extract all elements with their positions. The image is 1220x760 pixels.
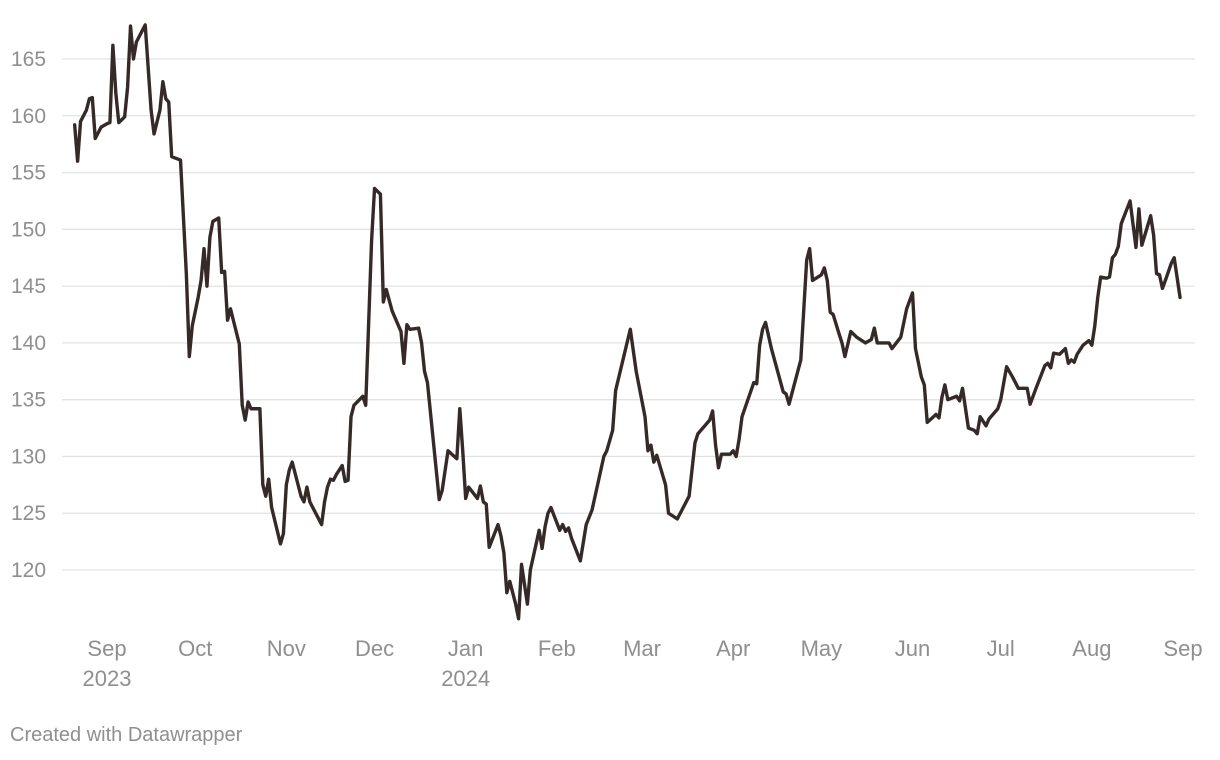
credit-text: Created with Datawrapper xyxy=(10,724,243,746)
x-tick-label: Mar xyxy=(623,636,661,661)
y-tick-label: 150 xyxy=(11,218,46,241)
x-tick-label: Jul xyxy=(987,636,1015,661)
x-axis-tick-labels: Sep 2023 Oct Nov Dec Jan 2024 Feb Mar Apr May Jun Ju… xyxy=(83,636,1203,691)
y-tick-label: 165 xyxy=(11,48,46,71)
x-tick-year-label: 2023 xyxy=(83,666,132,691)
x-tick-label: May xyxy=(801,636,843,661)
series-line xyxy=(72,23,1182,621)
x-tick-label: Dec xyxy=(355,636,394,661)
x-tick-year-label: 2024 xyxy=(441,666,490,691)
x-tick-label: Jan xyxy=(448,636,483,661)
series-lines xyxy=(72,23,1182,621)
x-tick-label: Apr xyxy=(716,636,750,661)
x-tick-label: Feb xyxy=(538,636,576,661)
y-tick-label: 160 xyxy=(11,105,46,128)
x-tick-label: Sep xyxy=(1163,636,1202,661)
x-tick-label: Sep xyxy=(87,636,126,661)
x-tick-label: Aug xyxy=(1072,636,1111,661)
x-tick-label: Jun xyxy=(895,636,930,661)
y-axis-tick-labels: 120 125 130 135 140 145 150 155 160 165 xyxy=(11,48,46,582)
y-tick-label: 120 xyxy=(11,559,46,582)
x-tick-label: Nov xyxy=(267,636,306,661)
y-tick-label: 135 xyxy=(11,389,46,412)
y-tick-label: 130 xyxy=(11,445,46,468)
x-tick-label: Oct xyxy=(178,636,212,661)
y-tick-label: 140 xyxy=(11,332,46,355)
y-tick-label: 145 xyxy=(11,275,46,298)
y-tick-label: 125 xyxy=(11,502,46,525)
y-tick-label: 155 xyxy=(11,162,46,185)
